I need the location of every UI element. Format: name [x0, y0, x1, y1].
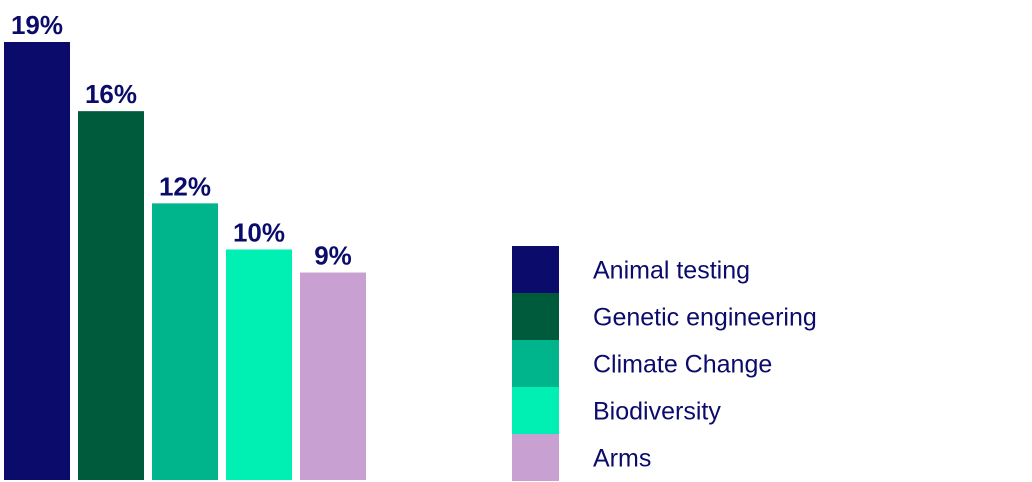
legend-label-animal-testing: Animal testing — [593, 257, 750, 285]
bar-biodiversity — [226, 249, 292, 480]
bar-value-label-animal-testing: 19% — [11, 10, 63, 40]
value-labels-group: 19% 16% 12% 10% 9% — [11, 10, 352, 271]
legend-swatch-animal-testing — [512, 246, 559, 293]
legend-swatch-arms — [512, 434, 559, 481]
bar-arms — [300, 272, 366, 480]
bar-animal-testing — [4, 42, 70, 480]
legend: Animal testing Genetic engineering Climate… — [512, 246, 817, 481]
bar-value-label-climate-change: 12% — [159, 171, 211, 201]
legend-label-arms: Arms — [593, 445, 651, 473]
legend-swatch-climate-change — [512, 340, 559, 387]
bar-value-label-biodiversity: 10% — [233, 217, 285, 247]
legend-label-genetic-engineering: Genetic engineering — [593, 304, 817, 332]
bars-group — [4, 42, 366, 481]
bar-genetic-engineering — [78, 111, 144, 480]
bar-climate-change — [152, 203, 218, 481]
bar-value-label-genetic-engineering: 16% — [85, 79, 137, 109]
bar-value-label-arms: 9% — [314, 241, 352, 271]
legend-label-climate-change: Climate Change — [593, 351, 772, 379]
legend-swatch-genetic-engineering — [512, 293, 559, 340]
legend-swatch-biodiversity — [512, 387, 559, 434]
legend-label-biodiversity: Biodiversity — [593, 398, 721, 426]
